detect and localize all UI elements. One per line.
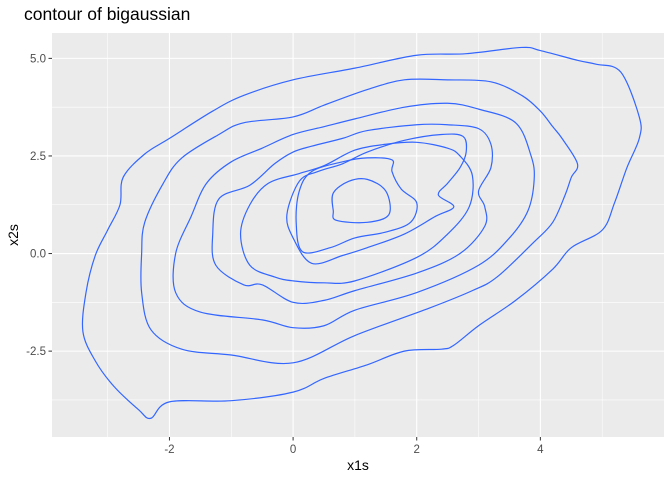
contour-line-8 [331,178,391,224]
contour-line-4 [211,123,494,305]
y-axis: -2.5 0.0 2.5 5.0 [26,53,52,358]
x-axis: -2 0 2 4 [164,437,544,456]
plot-panel [52,33,664,437]
x-tick-label: 2 [414,444,420,456]
y-tick-label: -2.5 [26,346,46,358]
y-axis-title: x2s [5,224,21,246]
contour-line-6 [286,133,468,265]
contour-line-2 [140,78,579,365]
x-tick-label: 4 [537,444,544,456]
major-gridlines [52,33,664,437]
contour-line-3 [172,102,535,329]
contour-lines [81,46,642,420]
chart-title: contour of bigaussian [24,4,190,24]
contour-line-7 [295,157,418,254]
y-tick-label: 0.0 [30,249,46,261]
x-axis-title: x1s [347,457,369,473]
contour-line-5 [239,141,474,285]
x-tick-label: 0 [290,444,296,456]
y-tick-label: 2.5 [30,151,46,163]
x-tick-label: -2 [164,444,174,456]
contour-line-1 [81,46,642,420]
y-tick-label: 5.0 [30,53,46,65]
